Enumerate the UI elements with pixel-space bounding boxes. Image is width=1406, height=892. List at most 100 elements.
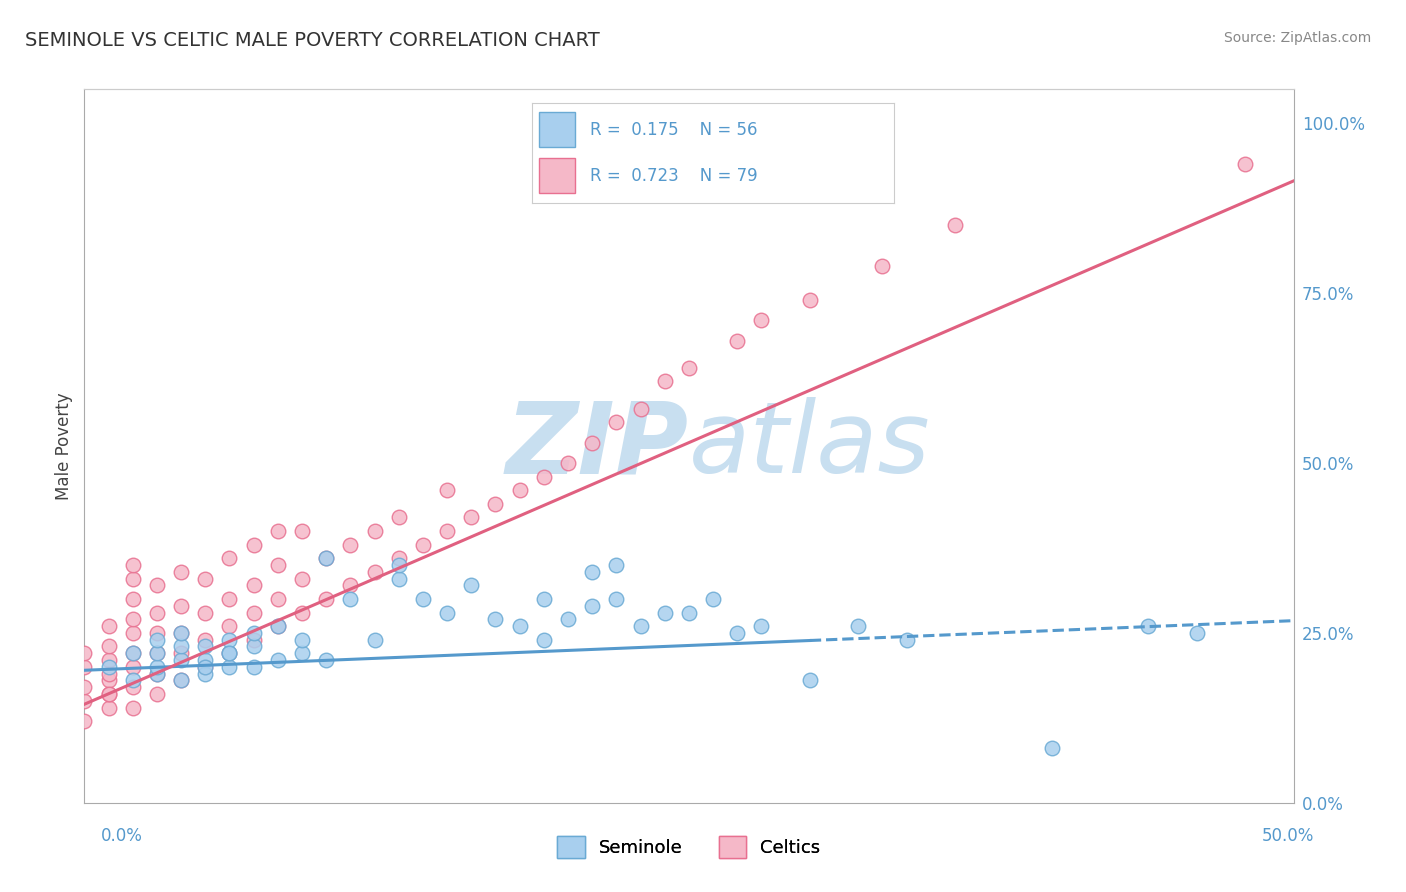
Point (146, 666, 169, 681)
Point (121, 572, 143, 586)
Point (605, 558, 627, 572)
Point (581, 599, 603, 613)
Point (73, 660, 96, 674)
Point (97, 687, 120, 701)
Point (872, 259, 894, 273)
Point (291, 606, 314, 620)
Point (146, 626, 169, 640)
Point (194, 606, 217, 620)
Point (581, 565, 603, 579)
Point (339, 578, 361, 592)
Point (170, 673, 193, 688)
Point (509, 619, 531, 633)
Point (218, 551, 240, 566)
Point (799, 293, 821, 307)
Point (267, 619, 290, 633)
Text: 0.0%: 0.0% (101, 827, 143, 845)
Point (315, 653, 337, 667)
Point (654, 375, 676, 389)
Point (170, 673, 193, 688)
Point (460, 578, 482, 592)
Point (339, 591, 361, 606)
Point (242, 640, 264, 654)
Point (121, 646, 143, 660)
Point (97, 700, 120, 714)
Point (242, 660, 264, 674)
Point (533, 632, 555, 647)
Point (146, 666, 169, 681)
Point (121, 700, 143, 714)
Point (315, 551, 337, 566)
Point (170, 626, 193, 640)
Point (218, 660, 240, 674)
Point (73, 694, 96, 708)
Point (146, 687, 169, 701)
Text: Source: ZipAtlas.com: Source: ZipAtlas.com (1223, 31, 1371, 45)
Text: SEMINOLE VS CELTIC MALE POVERTY CORRELATION CHART: SEMINOLE VS CELTIC MALE POVERTY CORRELAT… (25, 31, 600, 50)
Point (291, 524, 314, 538)
Point (194, 653, 217, 667)
Point (218, 632, 240, 647)
Point (242, 632, 264, 647)
Point (97, 653, 120, 667)
Point (388, 558, 411, 572)
Point (170, 599, 193, 613)
Point (121, 660, 143, 674)
Point (97, 660, 120, 674)
Point (315, 551, 337, 566)
Point (194, 640, 217, 654)
Point (73, 714, 96, 729)
Point (194, 660, 217, 674)
Point (97, 619, 120, 633)
Point (896, 632, 918, 647)
Point (533, 591, 555, 606)
Point (194, 666, 217, 681)
Point (363, 524, 385, 538)
Point (436, 524, 458, 538)
Point (218, 591, 240, 606)
Point (484, 612, 506, 626)
Point (146, 646, 169, 660)
Point (97, 640, 120, 654)
Point (1137, 619, 1160, 633)
Point (1040, 741, 1063, 756)
Point (846, 619, 869, 633)
Point (291, 632, 314, 647)
Point (484, 497, 506, 511)
Text: 50.0%: 50.0% (1263, 827, 1315, 845)
Point (267, 524, 290, 538)
Point (267, 619, 290, 633)
Point (315, 591, 337, 606)
Point (725, 626, 748, 640)
Point (388, 510, 411, 524)
Point (218, 619, 240, 633)
Point (678, 606, 700, 620)
Point (291, 646, 314, 660)
Legend: Seminole, Celtics: Seminole, Celtics (550, 829, 828, 865)
Point (363, 565, 385, 579)
Point (242, 606, 264, 620)
Point (218, 646, 240, 660)
Point (436, 483, 458, 498)
Point (170, 653, 193, 667)
Point (751, 313, 773, 327)
Point (533, 469, 555, 483)
Point (242, 537, 264, 551)
Point (121, 591, 143, 606)
Point (363, 632, 385, 647)
Point (146, 646, 169, 660)
Point (242, 626, 264, 640)
Point (581, 435, 603, 450)
Point (121, 673, 143, 688)
Point (97, 673, 120, 688)
Point (194, 660, 217, 674)
Point (291, 572, 314, 586)
Point (218, 646, 240, 660)
Point (170, 626, 193, 640)
Point (170, 640, 193, 654)
Point (725, 334, 748, 348)
Point (678, 360, 700, 375)
Point (146, 578, 169, 592)
Point (751, 619, 773, 633)
Point (702, 591, 724, 606)
